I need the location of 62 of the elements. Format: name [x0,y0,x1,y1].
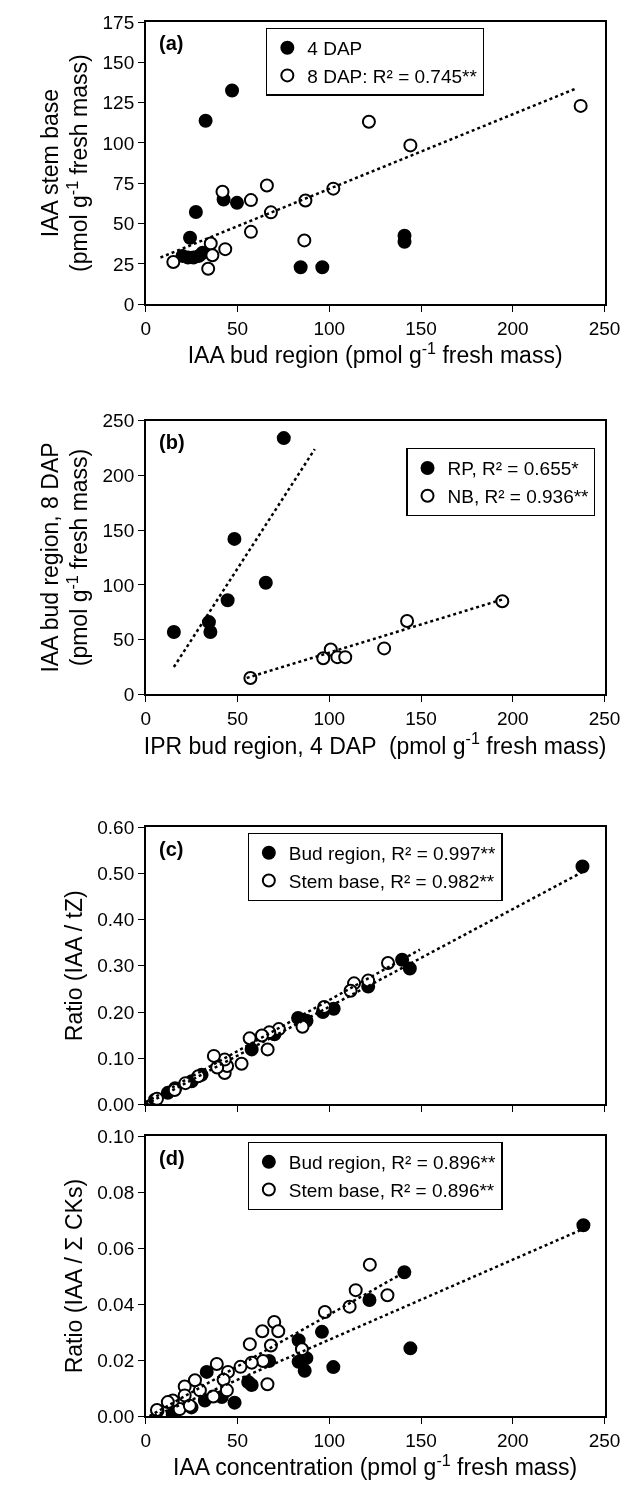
x-tick-label: 150 [405,317,437,339]
legend-label: NB, R² = 0.936** [447,486,590,508]
annotation: (d) [159,1147,185,1169]
y-tick-label: 50 [113,213,135,235]
x-tick-label: 50 [226,1429,249,1451]
y-tick-label: 0.30 [97,955,135,977]
y-tick-label: 0.60 [97,816,135,838]
legend-label: 8 DAP: R² = 0.745** [307,65,478,87]
x-tick-label: 150 [405,707,437,729]
y-tick-label: 0.02 [97,1349,135,1371]
y-tick-label: 100 [102,574,135,596]
x-tick-label: 150 [405,1429,437,1451]
x-tick-label: 200 [496,1429,529,1451]
y-tick-label: 0 [123,293,135,315]
y-tick-label: 0.00 [97,1405,135,1427]
x-tick-label: 0 [140,1429,152,1451]
x-tick-label: 250 [588,317,621,339]
x-tick-label: 50 [226,317,249,339]
y-tick-label: 0.50 [97,863,135,885]
x-axis-title: IAA concentration (pmol g$^{-1}$ fresh mass) [173,1450,578,1481]
y-tick-label: 0 [123,684,135,706]
annotation: (a) [159,32,184,54]
x-axis-title: IAA bud region (pmol g$^{-1}$ fresh mass) [187,338,563,369]
y-tick-label: 0.00 [97,1094,135,1116]
y-tick-label: 0.40 [97,909,135,931]
x-tick-label: 50 [226,707,249,729]
y-tick-label: 50 [113,629,135,651]
y-tick-label: 150 [102,519,135,541]
y-tick-label: 0.08 [97,1181,135,1203]
legend-label: Stem base, R² = 0.982** [288,870,495,892]
x-tick-label: 0 [140,317,152,339]
y-tick-label: 0.20 [97,1001,135,1023]
x-tick-label: 100 [313,707,346,729]
x-tick-label: 200 [496,707,529,729]
y-tick-label: 0.06 [97,1237,135,1259]
x-tick-label: 200 [496,317,529,339]
y-tick-label: 0.10 [97,1125,135,1147]
y-axis-title: Ratio (IAA / tZ) [61,890,88,1042]
annotation: (c) [159,838,184,860]
y-tick-label: 25 [113,253,135,275]
x-tick-label: 250 [588,707,621,729]
legend-label: Bud region, R² = 0.997** [288,843,496,865]
legend-label: RP, R² = 0.655* [447,458,580,480]
y-tick-label: 75 [113,172,135,194]
y-tick-label: 125 [102,92,135,114]
x-tick-label: 250 [588,1429,621,1451]
legend-label: Bud region, R² = 0.896** [288,1152,496,1174]
y-tick-label: 250 [102,410,135,432]
y-tick-label: 100 [102,132,135,154]
x-tick-label: 100 [313,317,346,339]
x-tick-label: 100 [313,1429,346,1451]
y-axis-title: Ratio (IAA / Σ CKs) [61,1178,88,1374]
y-tick-label: 0.10 [97,1047,135,1069]
y-tick-label: 150 [102,51,135,73]
y-tick-label: 175 [102,11,135,33]
x-axis-title: IPR bud region, 4 DAP (pmol g$^{-1}$ fresh mass) [143,728,607,759]
legend-label: Stem base, R² = 0.896** [288,1179,495,1201]
x-tick-label: 0 [140,707,152,729]
y-tick-label: 0.04 [97,1293,135,1315]
y-tick-label: 200 [102,465,135,487]
annotation: (b) [159,431,185,453]
legend-label: 4 DAP [307,38,363,60]
